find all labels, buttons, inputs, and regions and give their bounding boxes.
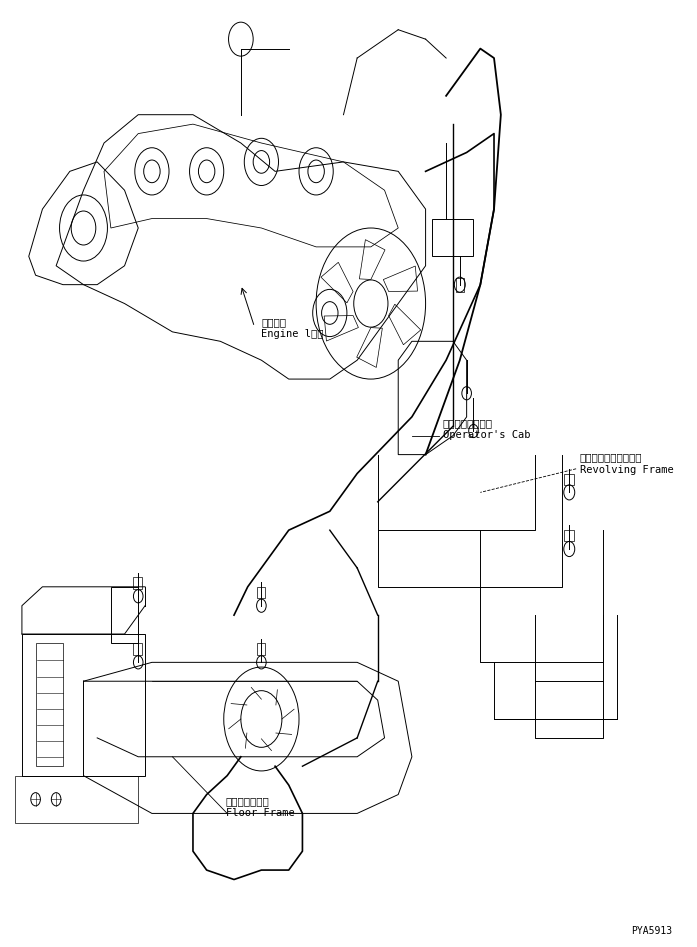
- Bar: [111, 587, 138, 643]
- Text: Floor Frame: Floor Frame: [226, 808, 295, 818]
- Bar: [456, 278, 464, 293]
- Text: フロアフレーム: フロアフレーム: [226, 795, 270, 806]
- Bar: [565, 474, 574, 485]
- Bar: [256, 643, 266, 654]
- Text: Operator's Cab: Operator's Cab: [443, 431, 530, 440]
- Bar: [133, 578, 142, 589]
- Text: レボルビングフレーム: レボルビングフレーム: [579, 452, 642, 462]
- Bar: [432, 219, 473, 257]
- Text: Engine lにく: Engine lにく: [261, 330, 324, 339]
- Bar: [133, 643, 142, 654]
- Text: エンジン: エンジン: [261, 317, 286, 327]
- Text: PYA5913: PYA5913: [631, 926, 672, 937]
- Bar: [15, 776, 138, 823]
- Text: Revolving Frame: Revolving Frame: [579, 465, 673, 475]
- Bar: [256, 587, 266, 599]
- Bar: [36, 643, 63, 766]
- Text: オペレータキャブ: オペレータキャブ: [443, 419, 493, 428]
- Bar: [22, 634, 145, 776]
- Bar: [565, 530, 574, 542]
